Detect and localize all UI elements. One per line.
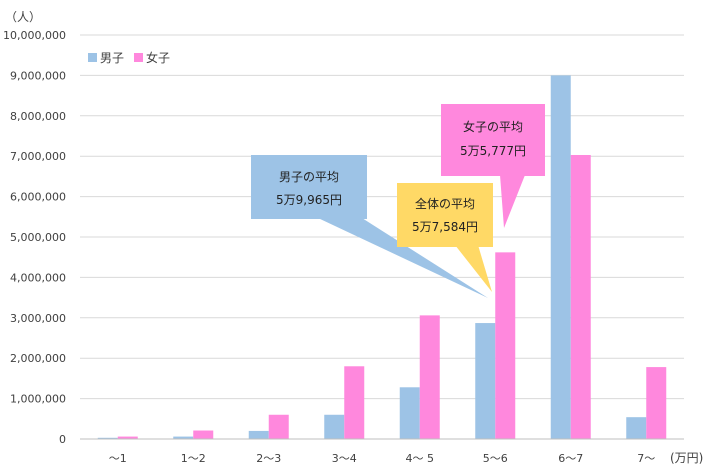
y-axis: 0 1,000,000 2,000,000 3,000,000 4,000,000 5,0… <box>3 29 66 446</box>
y-tick-label: 1,000,000 <box>10 393 66 406</box>
x-tick-label: 7～ <box>637 452 655 465</box>
bar-female <box>570 154 591 439</box>
bars <box>97 75 667 440</box>
bar-male <box>550 75 571 440</box>
y-tick-label: 3,000,000 <box>10 312 66 325</box>
bar-female <box>646 367 667 439</box>
legend-label-female: 女子 <box>146 50 170 65</box>
callout-female-box <box>441 104 545 176</box>
bar-female <box>419 315 440 439</box>
callout-female-value: 5万5,777円 <box>460 144 526 158</box>
callout-overall-box <box>397 183 493 247</box>
x-tick-label: ～1 <box>109 452 127 465</box>
callout-overall-title: 全体の平均 <box>415 196 475 211</box>
y-tick-label: 7,000,000 <box>10 150 66 163</box>
legend-swatch-male <box>88 53 97 62</box>
bar-male <box>97 437 118 439</box>
callout-male-average: 男子の平均 5万9,965円 <box>251 155 488 298</box>
bar-male <box>248 430 269 439</box>
x-axis: ～1 1～2 2～3 3～4 4～ 5 5～6 6～7 7～ <box>109 452 656 465</box>
gridlines <box>80 34 684 400</box>
bar-male <box>475 323 496 439</box>
callout-male-value: 5万9,965円 <box>276 193 342 207</box>
bar-male <box>324 414 345 439</box>
bar-female <box>268 414 289 439</box>
bar-female <box>495 252 516 439</box>
x-axis-unit: (万円) <box>670 451 703 465</box>
x-tick-label: 4～ 5 <box>406 452 435 465</box>
callout-female-average: 女子の平均 5万5,777円 <box>441 104 545 228</box>
callout-overall-pointer <box>455 245 492 292</box>
y-tick-label: 0 <box>59 433 66 446</box>
y-tick-label: 6,000,000 <box>10 191 66 204</box>
x-tick-label: 3～4 <box>332 452 357 465</box>
bar-male <box>626 417 647 439</box>
callout-male-box <box>251 155 367 219</box>
y-tick-label: 4,000,000 <box>10 271 66 284</box>
x-tick-label: 6～7 <box>558 452 583 465</box>
bar-female <box>117 436 138 439</box>
y-tick-label: 5,000,000 <box>10 231 66 244</box>
bar-female <box>193 430 214 439</box>
legend-swatch-female <box>134 53 143 62</box>
callout-female-title: 女子の平均 <box>463 119 523 134</box>
bar-male <box>173 436 194 439</box>
y-tick-label: 2,000,000 <box>10 352 66 365</box>
y-tick-label: 8,000,000 <box>10 110 66 123</box>
x-tick-label: 1～2 <box>181 452 206 465</box>
callout-male-pointer <box>318 218 488 298</box>
bar-male <box>399 387 420 439</box>
legend-label-male: 男子 <box>100 51 124 65</box>
callout-female-pointer <box>500 175 525 228</box>
callout-overall-average: 全体の平均 5万7,584円 <box>397 183 493 292</box>
legend: 男子 女子 <box>88 50 170 65</box>
callout-male-title: 男子の平均 <box>279 170 339 184</box>
y-tick-label: 9,000,000 <box>10 69 66 82</box>
callout-overall-value: 5万7,584円 <box>412 220 478 234</box>
bar-female <box>344 366 365 439</box>
x-tick-label: 5～6 <box>483 452 508 465</box>
y-axis-unit: （人） <box>5 10 41 24</box>
y-tick-label: 10,000,000 <box>3 29 66 42</box>
x-tick-label: 2～3 <box>256 452 281 465</box>
